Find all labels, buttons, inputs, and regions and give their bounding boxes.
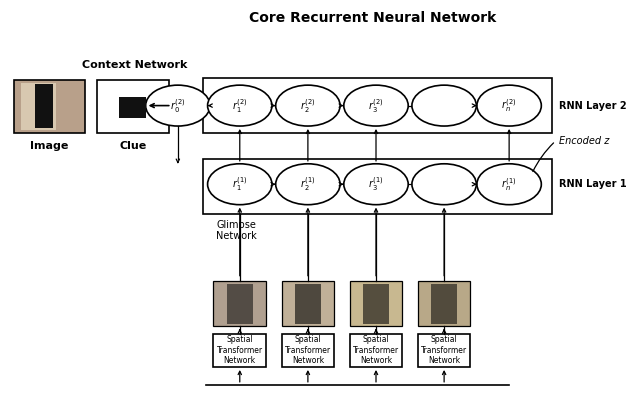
Text: $r_3^{(1)}$: $r_3^{(1)}$ bbox=[368, 175, 384, 193]
Bar bbox=[14, 80, 85, 133]
Circle shape bbox=[207, 85, 272, 126]
Circle shape bbox=[146, 85, 210, 126]
Text: Spatial
Transformer
Network: Spatial Transformer Network bbox=[421, 335, 467, 365]
Text: RNN Layer 1: RNN Layer 1 bbox=[559, 179, 627, 189]
Text: $r_2^{(2)}$: $r_2^{(2)}$ bbox=[300, 97, 316, 114]
Circle shape bbox=[412, 164, 476, 205]
Text: $r_2^{(1)}$: $r_2^{(1)}$ bbox=[300, 175, 316, 193]
Circle shape bbox=[207, 164, 272, 205]
Bar bbox=[349, 281, 403, 326]
Text: $r_n^{(1)}$: $r_n^{(1)}$ bbox=[501, 176, 517, 192]
Circle shape bbox=[477, 164, 541, 205]
Text: RNN Layer 2: RNN Layer 2 bbox=[559, 101, 627, 110]
Bar bbox=[282, 334, 334, 367]
Circle shape bbox=[276, 164, 340, 205]
Text: Clue: Clue bbox=[119, 141, 147, 151]
Circle shape bbox=[344, 85, 408, 126]
Text: Core Recurrent Neural Network: Core Recurrent Neural Network bbox=[250, 11, 497, 25]
Text: Spatial
Transformer
Network: Spatial Transformer Network bbox=[285, 335, 331, 365]
Bar bbox=[363, 284, 389, 324]
Bar bbox=[214, 334, 266, 367]
Bar bbox=[119, 97, 146, 118]
Bar bbox=[21, 83, 56, 130]
Bar bbox=[349, 334, 403, 367]
Text: $r_n^{(2)}$: $r_n^{(2)}$ bbox=[501, 97, 517, 114]
Bar bbox=[203, 159, 552, 214]
Text: $r_1^{(1)}$: $r_1^{(1)}$ bbox=[232, 175, 248, 193]
Bar bbox=[282, 281, 334, 326]
Bar bbox=[295, 284, 321, 324]
Bar bbox=[418, 281, 470, 326]
Bar bbox=[214, 281, 266, 326]
Text: $r_1^{(2)}$: $r_1^{(2)}$ bbox=[232, 97, 248, 114]
Bar bbox=[227, 284, 253, 324]
Circle shape bbox=[412, 85, 476, 126]
Text: Context Network: Context Network bbox=[82, 60, 188, 70]
Bar bbox=[35, 84, 53, 128]
Text: Spatial
Transformer
Network: Spatial Transformer Network bbox=[217, 335, 263, 365]
Text: Encoded z: Encoded z bbox=[559, 136, 609, 146]
Bar bbox=[97, 80, 168, 133]
Bar bbox=[203, 78, 552, 133]
Circle shape bbox=[344, 164, 408, 205]
Text: Image: Image bbox=[30, 141, 68, 151]
Circle shape bbox=[477, 85, 541, 126]
Text: $r_0^{(2)}$: $r_0^{(2)}$ bbox=[170, 97, 186, 114]
Text: Spatial
Transformer
Network: Spatial Transformer Network bbox=[353, 335, 399, 365]
Text: Glimpse
Network: Glimpse Network bbox=[216, 220, 257, 241]
Circle shape bbox=[276, 85, 340, 126]
Bar bbox=[418, 334, 470, 367]
Text: $r_3^{(2)}$: $r_3^{(2)}$ bbox=[368, 97, 384, 114]
Bar bbox=[431, 284, 457, 324]
